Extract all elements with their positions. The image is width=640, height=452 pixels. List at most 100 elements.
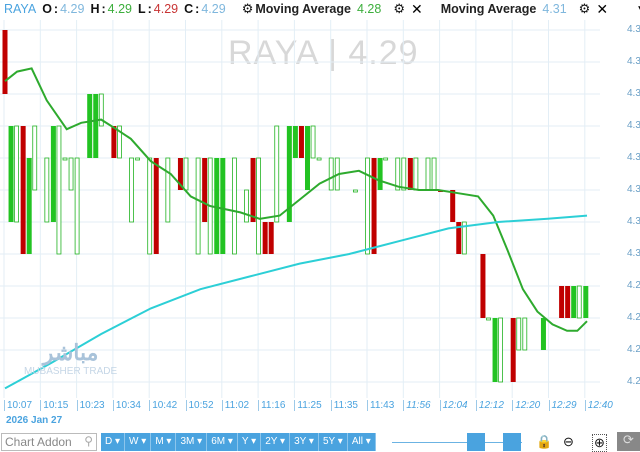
candle-down [262, 222, 268, 254]
period-button-3m[interactable]: 3M ▾ [176, 433, 208, 451]
x-tick-label: 10:42 [149, 400, 177, 411]
candle-up [583, 286, 589, 318]
period-buttons: D ▾ W ▾ M ▾ 3M ▾ 6M ▾ Y ▾ 2Y ▾ 3Y ▾ 5Y ▾ All ▾ [101, 433, 376, 451]
candle-hollow [231, 157, 237, 255]
reset-icon[interactable]: ⟳ [617, 432, 640, 451]
gear-icon[interactable]: ⚙ [578, 1, 591, 16]
candle-hollow [413, 157, 419, 191]
x-axis-date: 2026 Jan 27 [6, 415, 63, 426]
close-icon[interactable]: ✕ [596, 0, 609, 17]
x-tick-label: 12:20 [512, 400, 540, 411]
candle-up [50, 126, 56, 222]
zoom-out-icon[interactable]: ⊖ [563, 434, 574, 449]
candle-up [8, 126, 14, 222]
x-tick-label: 12:04 [439, 400, 468, 411]
candle-down [456, 222, 462, 254]
period-button-y[interactable]: Y ▾ [238, 433, 262, 451]
candle-up [26, 158, 32, 254]
period-label: D [105, 436, 113, 447]
x-axis: 10:07 10:15 10:23 10:34 10:42 10:52 11:02 11:16… [0, 400, 620, 414]
x-tick-label: 11:25 [294, 400, 322, 411]
candle-hollow [425, 157, 431, 191]
period-button-3y[interactable]: 3Y ▾ [290, 433, 319, 451]
x-tick-label: 10:34 [112, 400, 141, 411]
candle-hollow [328, 157, 334, 191]
search-icon[interactable]: ⚲ [84, 434, 93, 448]
moving-average-line [4, 214, 588, 390]
close-value: 4.29 [201, 2, 226, 16]
period-button-d[interactable]: D ▾ [101, 433, 126, 451]
candle-hollow [147, 157, 153, 255]
y-tick-label: 4.33 [627, 152, 640, 163]
low-label: L [137, 2, 146, 16]
period-button-w[interactable]: W ▾ [125, 433, 152, 451]
slider-handle-left[interactable] [467, 433, 485, 451]
candle-up [292, 126, 298, 158]
zoom-in-icon[interactable]: ⊕ [592, 434, 607, 452]
y-tick-label: 4.34 [627, 120, 640, 131]
price-chart[interactable] [0, 0, 640, 400]
x-tick-label: 11:35 [330, 400, 358, 411]
x-tick-label: 12:12 [475, 400, 504, 411]
high-value: 4.29 [107, 2, 132, 16]
watermark: RAYA | 4.29 [228, 34, 419, 72]
candle-down [111, 126, 117, 158]
close-label: C [184, 2, 194, 16]
period-button-5y[interactable]: 5Y ▾ [319, 433, 348, 451]
symbol-label[interactable]: RAYA [4, 2, 37, 16]
period-label: 2Y [265, 436, 278, 447]
candle-hollow [431, 157, 437, 191]
candle-up [492, 318, 498, 382]
dropdown-icon[interactable]: ▼ [636, 4, 640, 15]
candle-hollow [365, 157, 370, 255]
gear-icon[interactable]: ⚙ [241, 1, 254, 16]
period-label: Y [241, 436, 249, 447]
candle-hollow [165, 157, 171, 223]
candle-down [298, 126, 304, 158]
y-tick-label: 4.37 [627, 24, 640, 35]
gear-icon[interactable]: ⚙ [393, 1, 405, 16]
y-tick-label: 4.27 [627, 344, 640, 355]
chart-addon-input[interactable]: Chart Addon ⚲ [1, 433, 97, 451]
slider-handle-right[interactable] [503, 433, 521, 451]
study-value: 4.28 [356, 2, 382, 16]
x-tick-label: 12:40 [584, 400, 613, 411]
lock-icon[interactable]: 🔒 [536, 434, 553, 449]
range-slider[interactable] [392, 442, 522, 443]
period-button-m[interactable]: M ▾ [151, 433, 177, 451]
candle-hollow [32, 125, 38, 191]
y-tick-label: 4.28 [627, 312, 640, 323]
candle-hollow [44, 157, 50, 223]
candle-hollow [395, 157, 401, 191]
candle-hollow [352, 189, 358, 193]
x-tick-label: 10:52 [185, 400, 214, 411]
candle-down [250, 158, 256, 222]
open-value: 4.29 [60, 2, 85, 16]
candle-hollow [117, 125, 122, 159]
y-tick-label: 4.35 [627, 88, 640, 99]
x-tick-label: 11:43 [367, 400, 394, 411]
x-tick-label: 12:29 [548, 400, 577, 411]
candle-up [214, 158, 220, 254]
y-axis: 4.37 4.36 4.35 4.34 4.33 4.32 4.31 4.30 4.29 4.28… [600, 0, 640, 400]
y-tick-label: 4.29 [627, 280, 640, 291]
candle-hollow [310, 125, 316, 159]
candle-hollow [576, 285, 582, 319]
close-icon[interactable]: ✕ [410, 0, 423, 17]
x-tick-label: 11:56 [403, 400, 431, 411]
period-label: 6M [211, 436, 226, 447]
candle-hollow [135, 157, 141, 161]
period-label: 3M [180, 436, 195, 447]
period-button-6m[interactable]: 6M ▾ [207, 433, 238, 451]
candle-down [20, 126, 26, 254]
period-button-all[interactable]: All ▾ [348, 433, 376, 451]
candle-hollow [183, 157, 189, 191]
study-name: Moving Average [255, 2, 351, 16]
period-label: All [351, 436, 363, 447]
chart-legend: RAYA O: 4.29 H: 4.29 L: 4.29 C: 4.29 ⚙ M… [0, 0, 640, 18]
candle-hollow [486, 317, 491, 321]
high-label: H [90, 2, 100, 16]
candle-down [510, 318, 516, 382]
study-name: Moving Average [440, 2, 537, 16]
period-button-2y[interactable]: 2Y ▾ [261, 433, 291, 451]
